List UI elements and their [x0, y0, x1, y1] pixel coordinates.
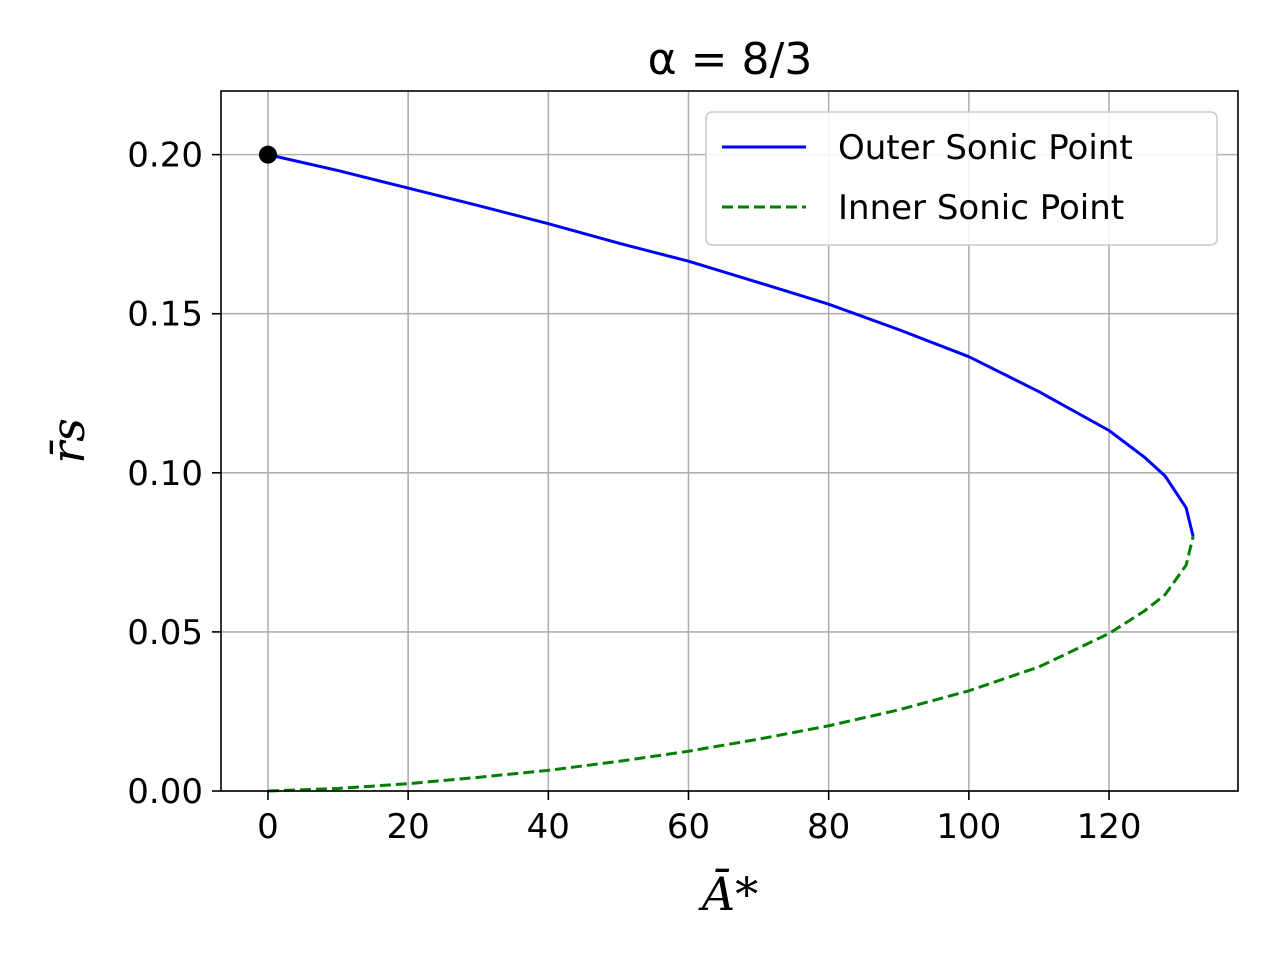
- y-tick-label: 0.20: [127, 136, 203, 176]
- legend-label: Inner Sonic Point: [838, 188, 1124, 228]
- chart-title: α = 8/3: [648, 34, 813, 85]
- x-tick-label: 100: [936, 807, 1001, 847]
- x-tick-label: 80: [807, 807, 850, 847]
- x-tick-label: 20: [387, 807, 430, 847]
- marker-layer: [258, 145, 277, 164]
- y-tick-label: 0.00: [127, 772, 203, 812]
- legend-label: Outer Sonic Point: [838, 128, 1133, 168]
- y-tick-label: 0.15: [127, 295, 203, 335]
- x-tick-label: 0: [257, 807, 279, 847]
- start-point-marker: [258, 145, 277, 164]
- legend-box: [705, 111, 1218, 246]
- y-tick-label: 0.10: [127, 454, 203, 494]
- plot-frame: [220, 90, 1239, 792]
- series-layer: [267, 153, 1195, 793]
- series-line-outer-sonic-point: [267, 153, 1195, 537]
- x-axis-ticks: 0 20 40 60 80 100 120: [257, 791, 1141, 847]
- x-tick-label: 60: [667, 807, 710, 847]
- y-axis-label: r̄s: [41, 418, 95, 464]
- legend: Outer Sonic Point Inner Sonic Point: [705, 111, 1218, 246]
- series-line-inner-sonic-point: [267, 536, 1195, 793]
- x-tick-label: 120: [1077, 807, 1142, 847]
- x-axis-label: Ā*: [698, 867, 758, 921]
- y-axis-ticks: 0.00 0.05 0.10 0.15 0.20: [127, 136, 221, 812]
- y-tick-label: 0.05: [127, 613, 203, 653]
- x-tick-label: 40: [527, 807, 570, 847]
